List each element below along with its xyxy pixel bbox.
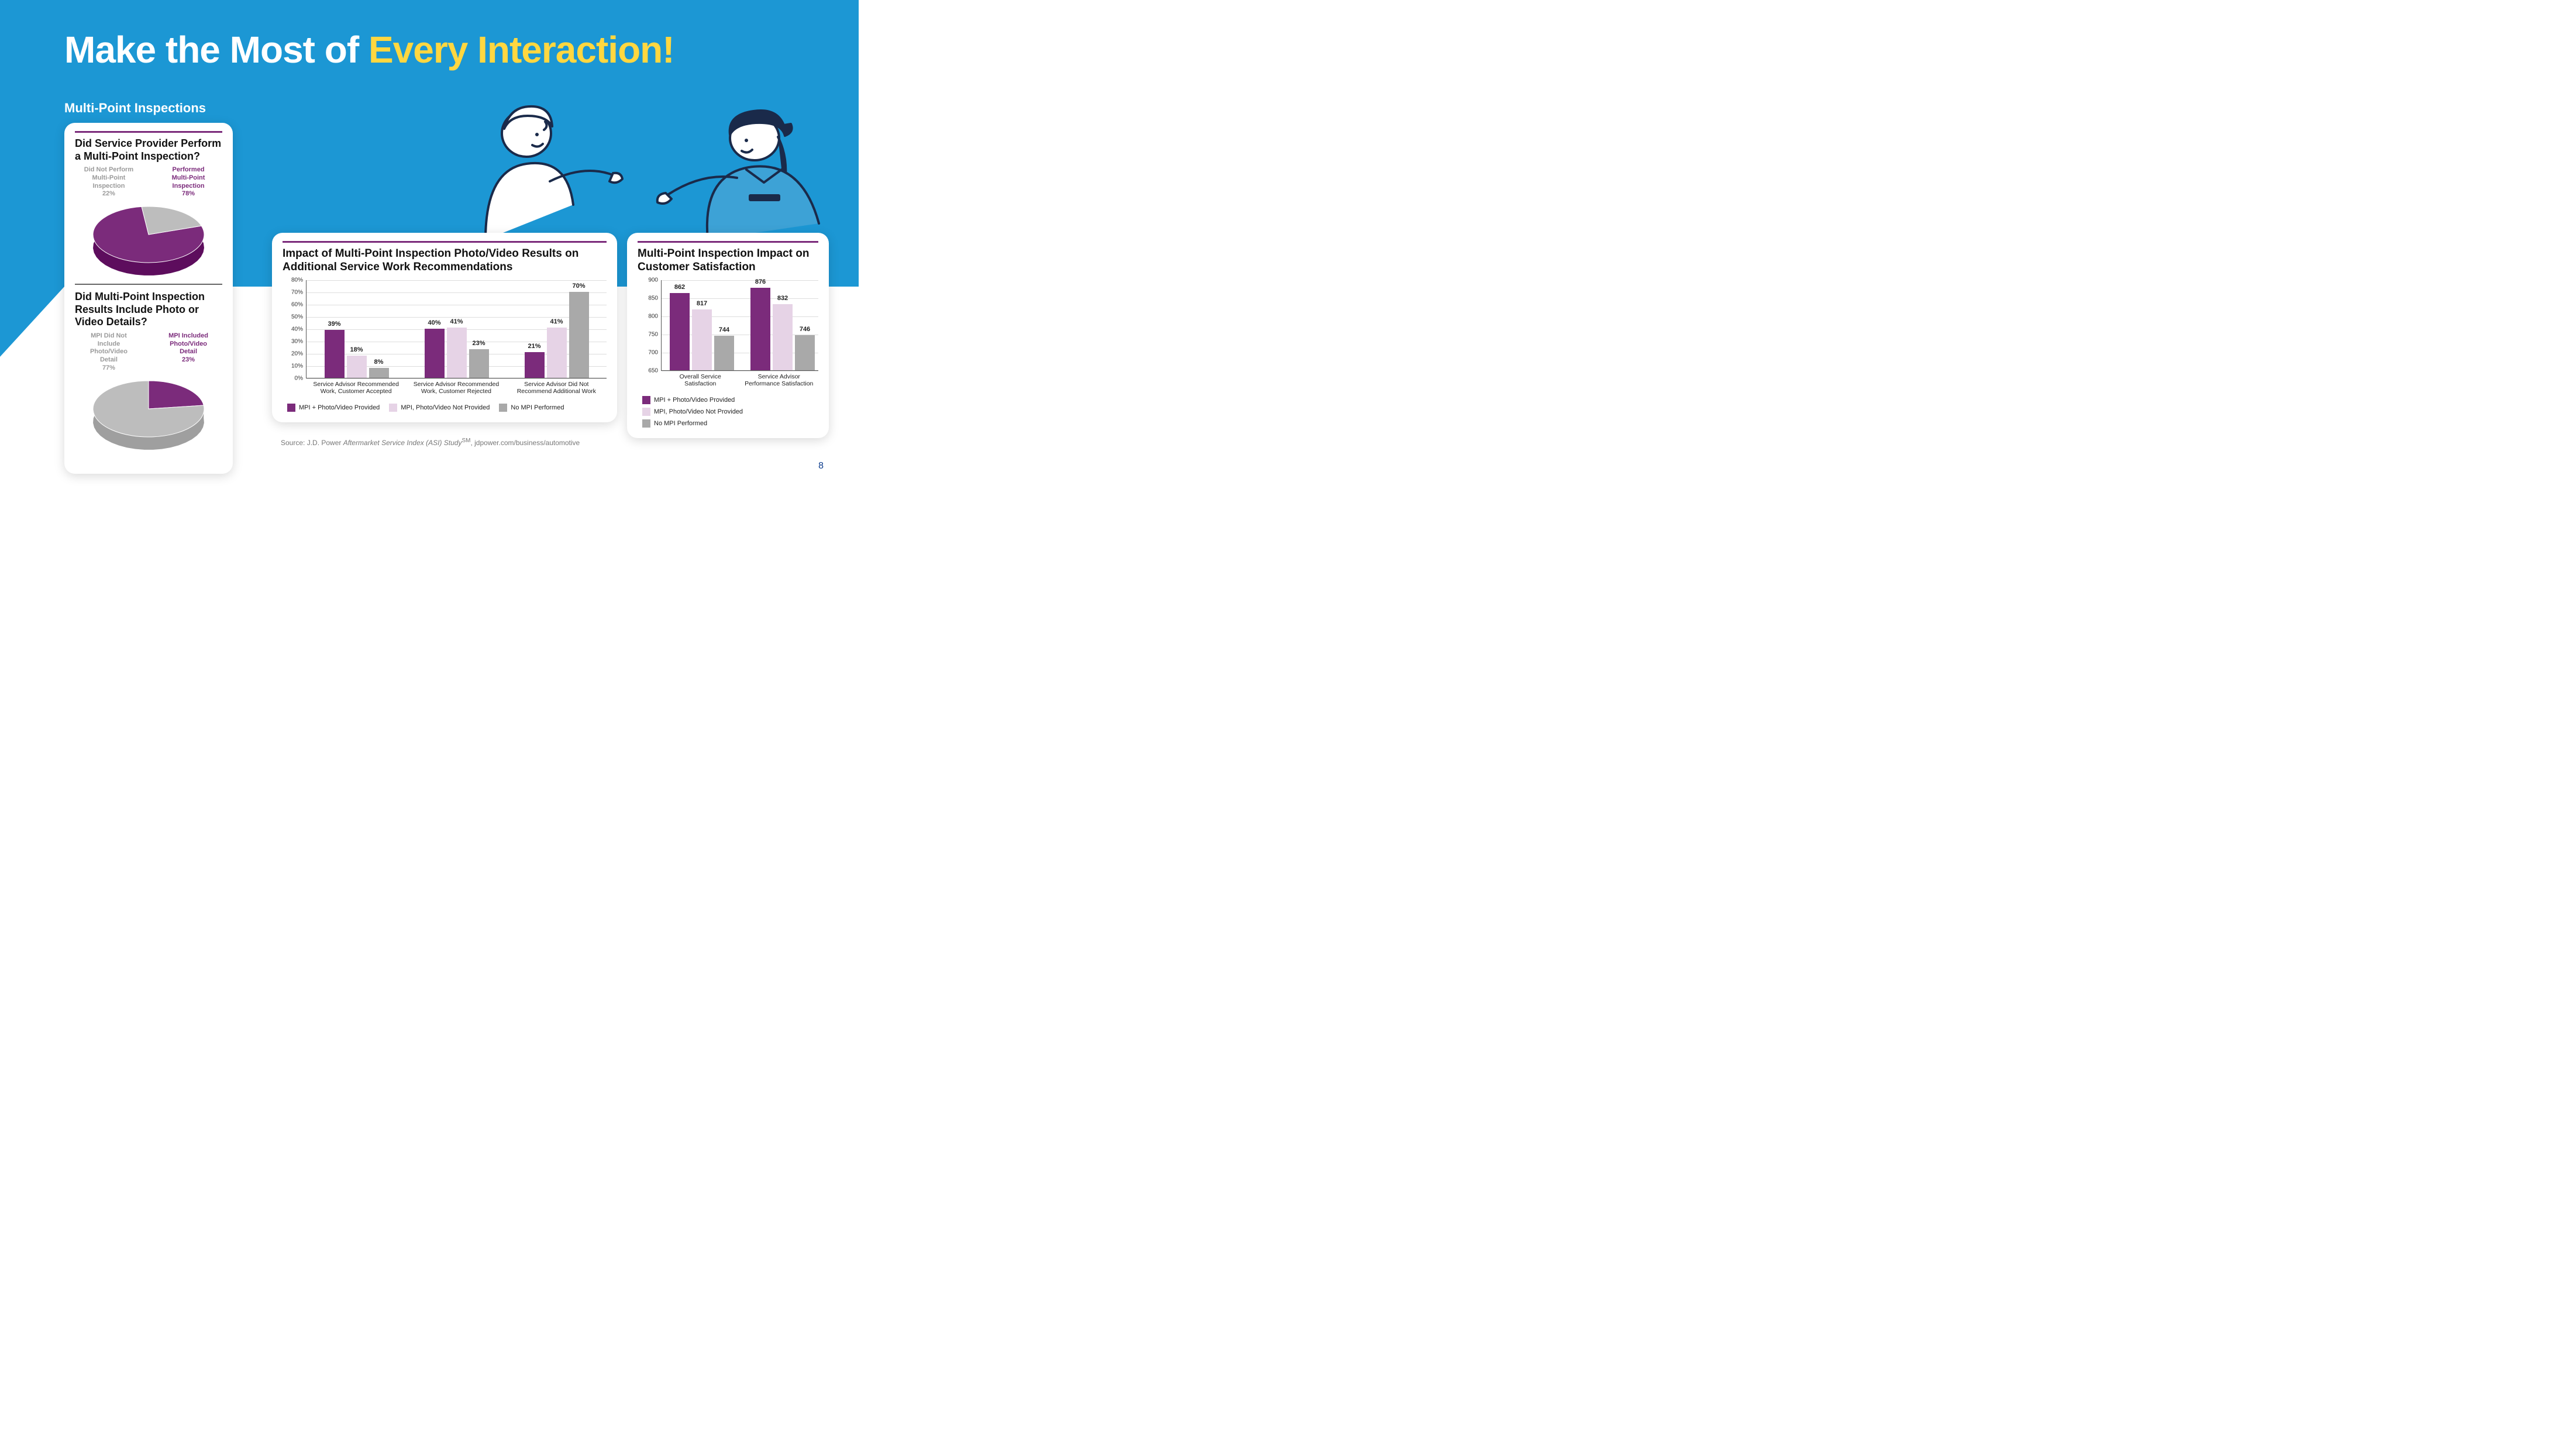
page-subtitle: Multi-Point Inspections [64,101,206,116]
pie1-title: Did Service Provider Perform a Multi-Poi… [75,137,222,163]
people-illustration [462,99,842,246]
pie2-title: Did Multi-Point Inspection Results Inclu… [75,291,222,329]
pie1-chart [90,205,207,275]
right-barchart: 650700750800850900862817744876832746Over… [638,280,818,428]
title-part-1: Make the Most of [64,29,369,71]
card-mid-barchart: Impact of Multi-Point Inspection Photo/V… [272,233,617,422]
title-part-2: Every Interaction! [369,29,674,71]
background-blue-tail [0,287,64,357]
page-title: Make the Most of Every Interaction! [64,28,674,71]
source-citation: Source: J.D. Power Aftermarket Service I… [281,438,580,447]
mid-barchart: 0%10%20%30%40%50%60%70%80%39%18%8%40%41%… [283,280,607,412]
pie2-labels: MPI Did NotIncludePhoto/VideoDetail77% M… [75,332,222,373]
right-title: Multi-Point Inspection Impact on Custome… [638,247,818,274]
page-number: 8 [818,461,824,471]
mid-title: Impact of Multi-Point Inspection Photo/V… [283,247,607,274]
pie2-chart [90,380,207,450]
card-right-barchart: Multi-Point Inspection Impact on Custome… [627,233,829,438]
card-left-pies: Did Service Provider Perform a Multi-Poi… [64,123,233,474]
pie1-labels: Did Not PerformMulti-PointInspection22% … [75,166,222,198]
